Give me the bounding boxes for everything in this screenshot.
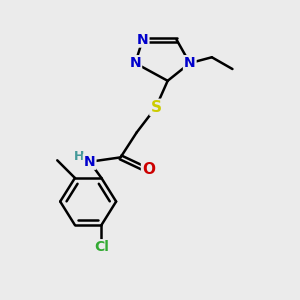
- Text: S: S: [150, 100, 161, 115]
- Text: Cl: Cl: [94, 240, 109, 254]
- Text: H: H: [74, 150, 85, 163]
- Text: N: N: [130, 56, 141, 70]
- Text: N: N: [184, 56, 196, 70]
- Text: N: N: [84, 155, 95, 169]
- Text: O: O: [142, 162, 155, 177]
- Text: N: N: [137, 33, 148, 46]
